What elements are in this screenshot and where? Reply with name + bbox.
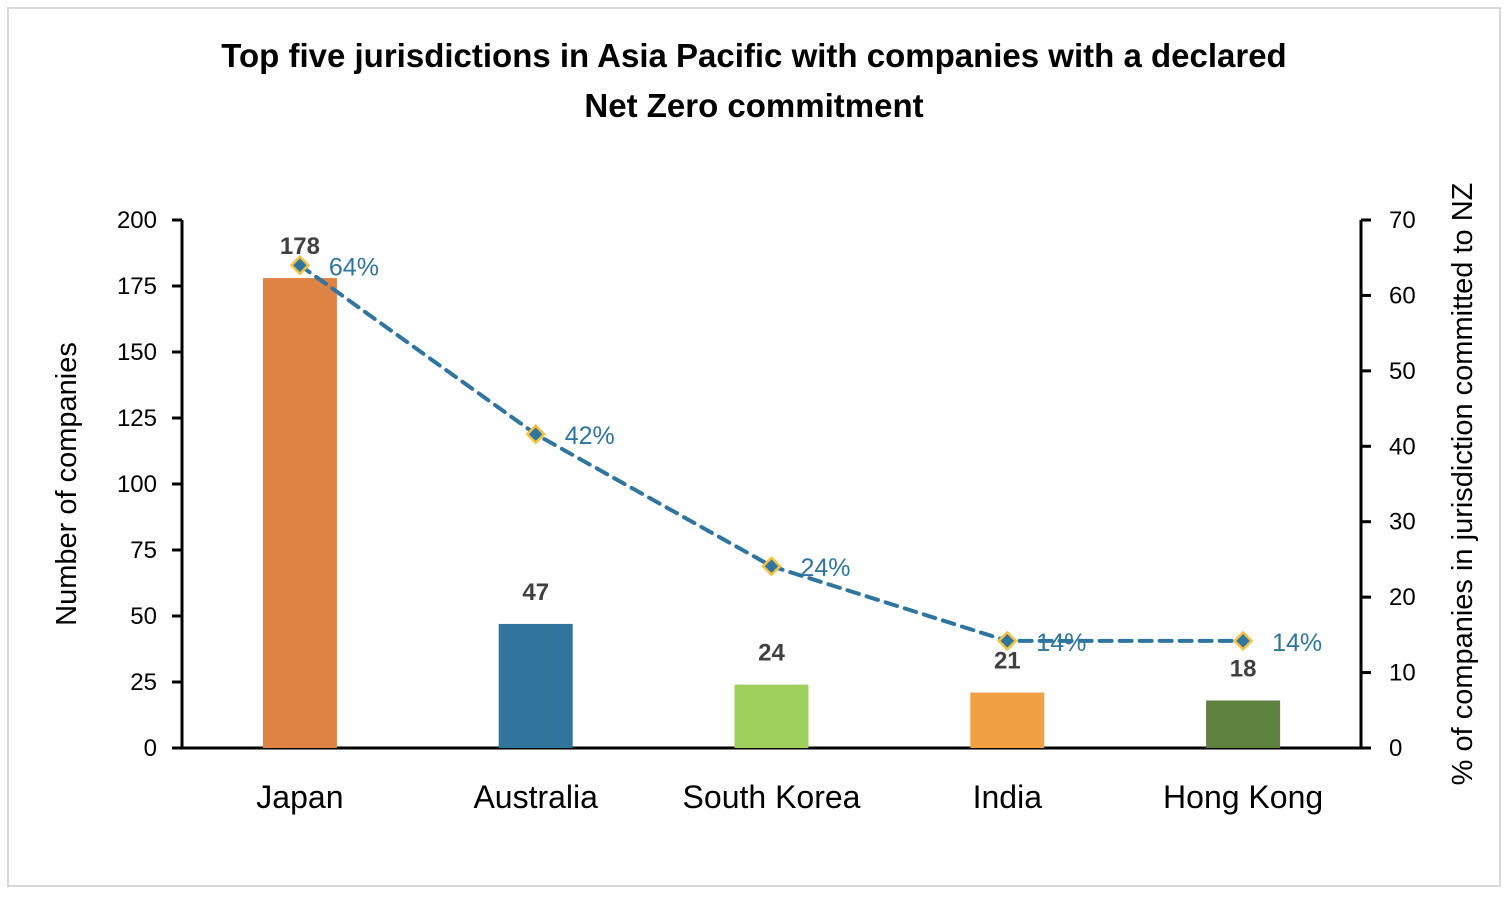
y2-tick-label: 0 — [1389, 735, 1402, 762]
bar-value-label: 21 — [994, 648, 1021, 675]
y-tick-label: 150 — [117, 339, 157, 366]
percent-label: 24% — [801, 554, 851, 582]
bar-value-label: 47 — [522, 579, 549, 606]
chart-title-line-2: Net Zero commitment — [584, 87, 923, 124]
percent-line — [297, 263, 1246, 643]
y-tick-label: 0 — [144, 735, 157, 762]
y2-axis-label: % of companies in jurisdiction committed… — [1447, 183, 1479, 786]
chart-frame — [7, 7, 1501, 887]
percent-marker — [1232, 630, 1254, 652]
x-category-label: India — [973, 779, 1043, 815]
chart-title-line-1: Top five jurisdictions in Asia Pacific w… — [221, 37, 1286, 74]
y-tick-label: 125 — [117, 405, 157, 432]
y2-tick-label: 30 — [1389, 509, 1416, 536]
percent-marker — [289, 255, 311, 276]
y-axis-label: Number of companies — [51, 342, 83, 626]
y2-tick-label: 20 — [1389, 584, 1416, 611]
x-category-label: Japan — [256, 779, 343, 815]
y2-tick-label: 70 — [1389, 207, 1416, 234]
bar-japan — [262, 278, 337, 748]
y-tick-label: 175 — [117, 273, 157, 300]
percent-marker — [761, 555, 782, 577]
y-tick-label: 100 — [117, 471, 157, 498]
y2-tick-label: 40 — [1389, 433, 1416, 460]
percent-label: 64% — [329, 253, 379, 281]
percent-label: 42% — [565, 422, 615, 450]
y-tick-label: 50 — [130, 603, 157, 630]
x-category-label: South Korea — [683, 779, 861, 815]
y2-tick-label: 60 — [1389, 282, 1416, 309]
bar-value-label: 18 — [1230, 655, 1257, 682]
bar-hong-kong — [1206, 700, 1281, 748]
bar-australia — [498, 623, 573, 748]
bar-south-korea — [734, 684, 809, 748]
percent-marker — [997, 630, 1018, 652]
y-tick-label: 25 — [130, 669, 157, 696]
x-category-label: Hong Kong — [1163, 779, 1323, 815]
y-tick-label: 75 — [130, 537, 157, 564]
percent-marker — [525, 423, 546, 445]
percent-label: 14% — [1272, 629, 1322, 657]
y-tick-label: 200 — [117, 207, 157, 234]
x-category-label: Australia — [473, 779, 598, 815]
bar-india — [970, 692, 1045, 748]
bar-value-label: 24 — [758, 640, 785, 667]
y2-tick-label: 10 — [1389, 660, 1416, 687]
y2-tick-label: 50 — [1389, 358, 1416, 385]
percent-label: 14% — [1036, 629, 1086, 657]
